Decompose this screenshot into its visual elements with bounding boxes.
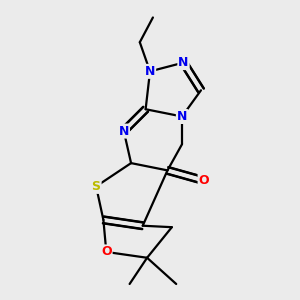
Text: S: S	[92, 180, 100, 193]
Text: O: O	[199, 174, 209, 187]
Text: O: O	[101, 245, 112, 258]
Text: N: N	[177, 110, 187, 123]
Text: N: N	[145, 65, 155, 78]
Text: N: N	[178, 56, 189, 69]
Text: N: N	[118, 124, 129, 138]
